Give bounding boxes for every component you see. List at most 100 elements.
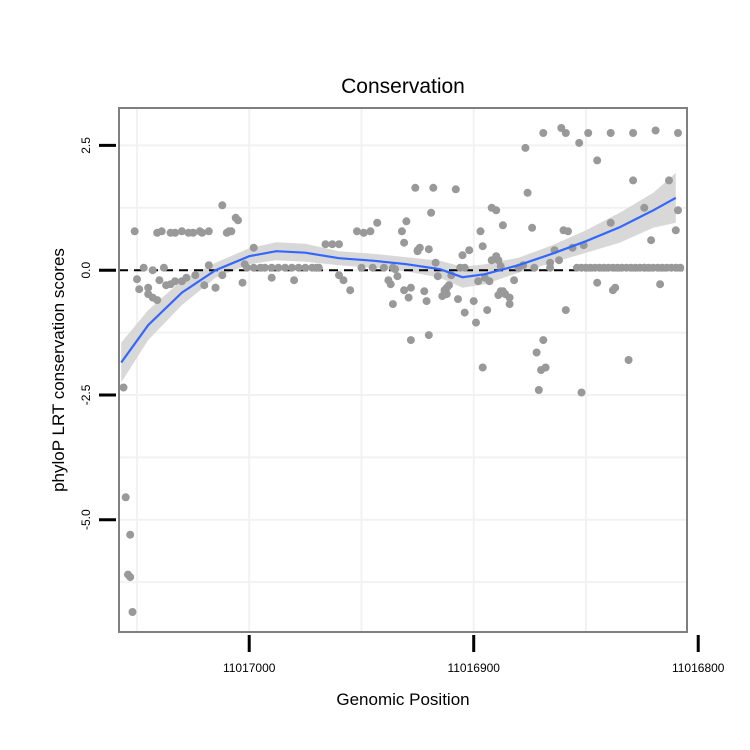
data-point (651, 126, 660, 135)
data-point (510, 276, 519, 285)
data-point (427, 208, 436, 217)
data-point (424, 331, 433, 340)
data-point (267, 273, 276, 282)
data-point (373, 218, 382, 227)
y-tick-label: 0.0 (79, 262, 93, 279)
data-point (249, 263, 258, 272)
data-point (260, 263, 269, 272)
data-point (424, 245, 433, 254)
data-point (346, 286, 355, 295)
smooth-trend-line (120, 196, 677, 364)
data-point (294, 263, 303, 272)
data-point (498, 221, 507, 230)
data-point (534, 386, 543, 394)
x-axis-title: Genomic Position (336, 690, 469, 709)
data-point (505, 293, 514, 302)
data-point (674, 129, 682, 137)
y-tick-label: -2.5 (79, 384, 93, 405)
data-point (386, 280, 395, 289)
data-point (402, 217, 411, 226)
data-point (431, 258, 440, 267)
data-point (267, 263, 276, 272)
data-point (521, 143, 530, 152)
data-point (593, 156, 602, 165)
data-point (413, 246, 422, 255)
data-point (561, 129, 570, 137)
data-point (274, 263, 283, 272)
data-point (469, 297, 478, 306)
axes: 2.5 0.0 -2.5 -5.0 11017000 11016900 11016800 (79, 137, 725, 675)
data-point (523, 188, 532, 197)
data-point (159, 263, 168, 272)
data-point (530, 263, 539, 272)
data-point (234, 216, 242, 225)
data-point (539, 336, 548, 345)
data-point (121, 493, 130, 502)
data-point (496, 262, 505, 271)
data-point (153, 296, 162, 305)
data-point (656, 280, 665, 289)
data-point (406, 336, 415, 345)
data-point (474, 277, 483, 286)
data-point (494, 256, 503, 265)
data-point (359, 228, 368, 237)
data-point (577, 388, 586, 397)
y-axis-title: phyloP LRT conservation scores (49, 248, 68, 492)
data-point (505, 300, 514, 309)
data-point (555, 256, 563, 265)
data-point (301, 263, 310, 272)
data-point (227, 227, 236, 236)
y-tick-label: 2.5 (79, 137, 93, 154)
data-point (584, 129, 593, 137)
data-point (676, 263, 685, 272)
data-point (460, 263, 469, 272)
panel-border (118, 107, 688, 633)
data-point (335, 240, 343, 249)
data-point (480, 273, 489, 282)
data-point (397, 227, 406, 236)
data-point (458, 251, 467, 260)
data-point (498, 287, 507, 296)
data-point (422, 297, 431, 306)
data-point (335, 271, 343, 280)
data-point (119, 383, 128, 392)
data-point (429, 183, 438, 192)
data-point (133, 275, 141, 284)
data-point (460, 308, 469, 317)
x-tick-label: 11016800 (672, 661, 725, 675)
data-point (368, 263, 377, 272)
data-point (671, 226, 680, 235)
grid-lines (119, 108, 687, 632)
data-point (287, 263, 296, 272)
data-point (393, 272, 402, 281)
data-point (204, 227, 213, 236)
data-point (144, 290, 153, 299)
data-points (119, 124, 685, 616)
data-point (483, 306, 492, 315)
data-point (144, 283, 153, 292)
data-point (640, 263, 649, 272)
data-point (200, 281, 209, 290)
data-point (546, 263, 555, 272)
data-point (442, 290, 451, 299)
x-tick-label: 11017000 (223, 661, 276, 675)
data-point (541, 363, 550, 372)
data-point (281, 263, 290, 272)
x-tick-label: 11016900 (447, 661, 500, 675)
chart-title: Conservation (341, 75, 465, 98)
data-point (166, 280, 175, 289)
data-point (191, 271, 200, 280)
data-point (411, 183, 420, 192)
data-point (240, 260, 249, 269)
data-point (218, 271, 227, 280)
data-point (647, 236, 656, 245)
data-point (472, 318, 480, 327)
data-point (629, 176, 638, 185)
data-point (564, 227, 572, 236)
data-point (400, 286, 409, 295)
data-point (189, 228, 198, 237)
data-point (148, 266, 157, 275)
data-point (388, 300, 397, 309)
data-point (611, 283, 620, 292)
data-point (528, 223, 537, 232)
